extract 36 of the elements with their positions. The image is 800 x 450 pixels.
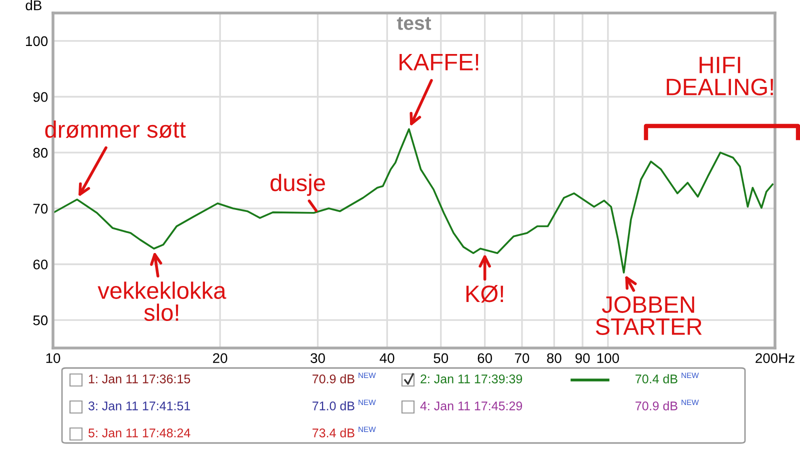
y-tick-label: 70 [33, 204, 48, 214]
y-tick-label: 100 [26, 36, 48, 46]
text: 3: Jan 11 17:41:51 [88, 402, 190, 410]
text: 73.4 dB [312, 428, 354, 438]
text: 70.9 dB [312, 374, 354, 384]
annotation: dusje [270, 174, 325, 196]
y-tick-label: 90 [33, 92, 48, 102]
y-tick-label: 80 [33, 148, 48, 158]
text: 70.4 dB [636, 374, 678, 384]
text: 4: Jan 11 17:45:29 [420, 402, 522, 410]
x-tick-label: 100 [597, 353, 619, 364]
text: 5: Jan 11 17:48:24 [88, 428, 190, 438]
x-tick-label: 80 [547, 353, 562, 364]
annotation: KAFFE! [400, 54, 478, 70]
x-tick-label: 50 [434, 353, 448, 364]
text: 2: Jan 11 17:39:39 [420, 374, 522, 384]
x-tick-label: 30 [310, 353, 325, 364]
annotation: HIFI DEALING! [666, 56, 773, 96]
x-tick-label: 200Hz [756, 353, 794, 364]
x-tick-label: 60 [478, 353, 492, 364]
annotation: KØ! [466, 285, 504, 303]
annotation: drømmer søtt [45, 120, 186, 138]
x-tick-label: 90 [575, 353, 590, 364]
y-tick-label: 60 [33, 260, 48, 270]
x-tick-label: 10 [46, 353, 60, 364]
annotation: JOBBEN STARTER [596, 296, 702, 335]
text: 71.0 dB [312, 401, 354, 410]
y-axis-title: dB [26, 0, 42, 10]
text: 70.9 dB [636, 401, 678, 410]
annotation: vekkeklokka slo! [98, 282, 226, 321]
x-tick-label: 70 [514, 353, 530, 364]
x-tick-label: 40 [380, 353, 394, 364]
chart-title: test [396, 17, 432, 30]
text: 1: Jan 11 17:36:15 [88, 374, 190, 384]
x-tick-label: 20 [213, 353, 228, 364]
y-tick-label: 50 [33, 315, 48, 326]
